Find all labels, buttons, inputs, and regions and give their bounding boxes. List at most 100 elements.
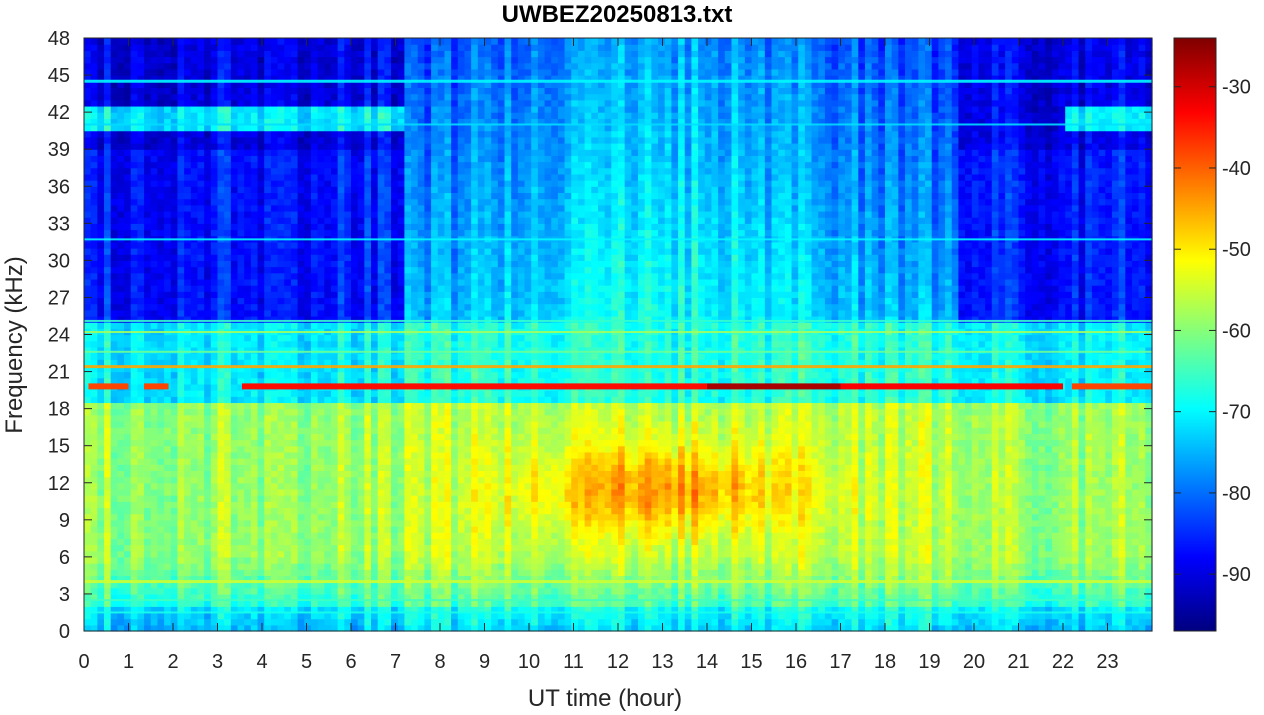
heatmap-cell [210,303,219,311]
heatmap-cell [244,266,252,274]
heatmap-cell [424,600,432,607]
heatmap-cell [397,482,405,490]
heatmap-cell [250,612,259,620]
heatmap-cell [284,136,292,144]
heatmap-cell [391,143,399,150]
heatmap-cell [310,550,319,558]
heatmap-cell [164,186,172,194]
heatmap-cell [290,525,299,533]
heatmap-cell [130,464,138,471]
heatmap-cell [344,143,352,150]
heatmap-cell [304,507,312,515]
heatmap-cell [337,130,345,138]
heatmap-cell [237,180,245,187]
heatmap-cell [277,62,285,70]
heatmap-cell [144,569,152,577]
heatmap-cell [324,556,332,564]
heatmap-cell [84,118,92,126]
heatmap-cell [124,56,132,64]
heatmap-cell [411,241,419,249]
heatmap-cell [424,143,432,150]
heatmap-cell [237,544,245,552]
heatmap-cell [377,433,385,441]
heatmap-cell [284,56,292,64]
heatmap-cell [391,204,399,212]
heatmap-cell [184,600,192,607]
heatmap-cell [397,556,405,564]
heatmap-cell [384,167,392,175]
heatmap-cell [164,291,172,299]
heatmap-cell [204,309,212,317]
heatmap-cell [284,371,292,379]
heatmap-cell [130,458,138,465]
heatmap-cell [137,581,145,589]
heatmap-cell [204,272,212,280]
heatmap-cell [404,112,412,119]
heatmap-cell [330,353,339,360]
heatmap-cell [371,587,379,595]
heatmap-cell [364,322,372,329]
heatmap-cell [184,93,192,101]
heatmap-cell [150,377,159,385]
heatmap-cell [130,303,138,311]
heatmap-cell [324,315,332,323]
heatmap-cell [210,278,219,286]
heatmap-cell [384,143,392,150]
heatmap-cell [150,93,159,101]
heatmap-cell [190,513,199,521]
heatmap-cell [397,81,405,89]
heatmap-cell [210,420,219,428]
heatmap-cell [130,346,138,354]
heatmap-cell [204,612,212,620]
heatmap-cell [397,124,405,132]
heatmap-cell [270,427,279,434]
heatmap-cell [104,501,112,509]
heatmap-cell [250,38,259,45]
heatmap-cell [284,248,292,255]
heatmap-cell [177,501,185,509]
heatmap-cell [137,476,145,484]
heatmap-cell [284,322,292,329]
heatmap-cell [417,62,426,70]
heatmap-cell [204,501,212,509]
heatmap-cell [184,198,192,206]
heatmap-cell [337,309,345,317]
heatmap-cell [137,618,145,626]
heatmap-cell [204,507,212,515]
heatmap-cell [330,38,339,45]
heatmap-cell [184,612,192,620]
heatmap-cell [344,550,352,558]
heatmap-cell [270,105,279,113]
heatmap-cell [190,353,199,360]
heatmap-cell [411,420,419,428]
heatmap-cell [237,303,245,311]
heatmap-cell [157,519,165,527]
heatmap-cell [371,563,379,570]
heatmap-cell [217,285,225,292]
heatmap-cell [237,260,245,268]
heatmap-cell [297,291,305,299]
heatmap-cell [244,56,252,64]
heatmap-cell [144,118,152,126]
heatmap-cell [144,198,152,206]
heatmap-cell [337,99,345,107]
heatmap-cell [290,488,299,496]
heatmap-cell [197,353,205,360]
heatmap-cell [270,38,279,45]
heatmap-cell [304,204,312,212]
heatmap-cell [357,143,365,150]
heatmap-cell [157,198,165,206]
heatmap-cell [304,186,312,194]
heatmap-cell [110,297,118,305]
heatmap-cell [204,173,212,181]
heatmap-cell [324,433,332,441]
heatmap-cell [97,593,105,601]
heatmap-cell [117,81,125,89]
heatmap-cell [357,445,365,453]
heatmap-cell [150,501,159,509]
heatmap-cell [164,569,172,577]
heatmap-cell [250,68,259,76]
heatmap-cell [237,556,245,564]
heatmap-cell [384,173,392,181]
heatmap-cell [90,50,98,58]
